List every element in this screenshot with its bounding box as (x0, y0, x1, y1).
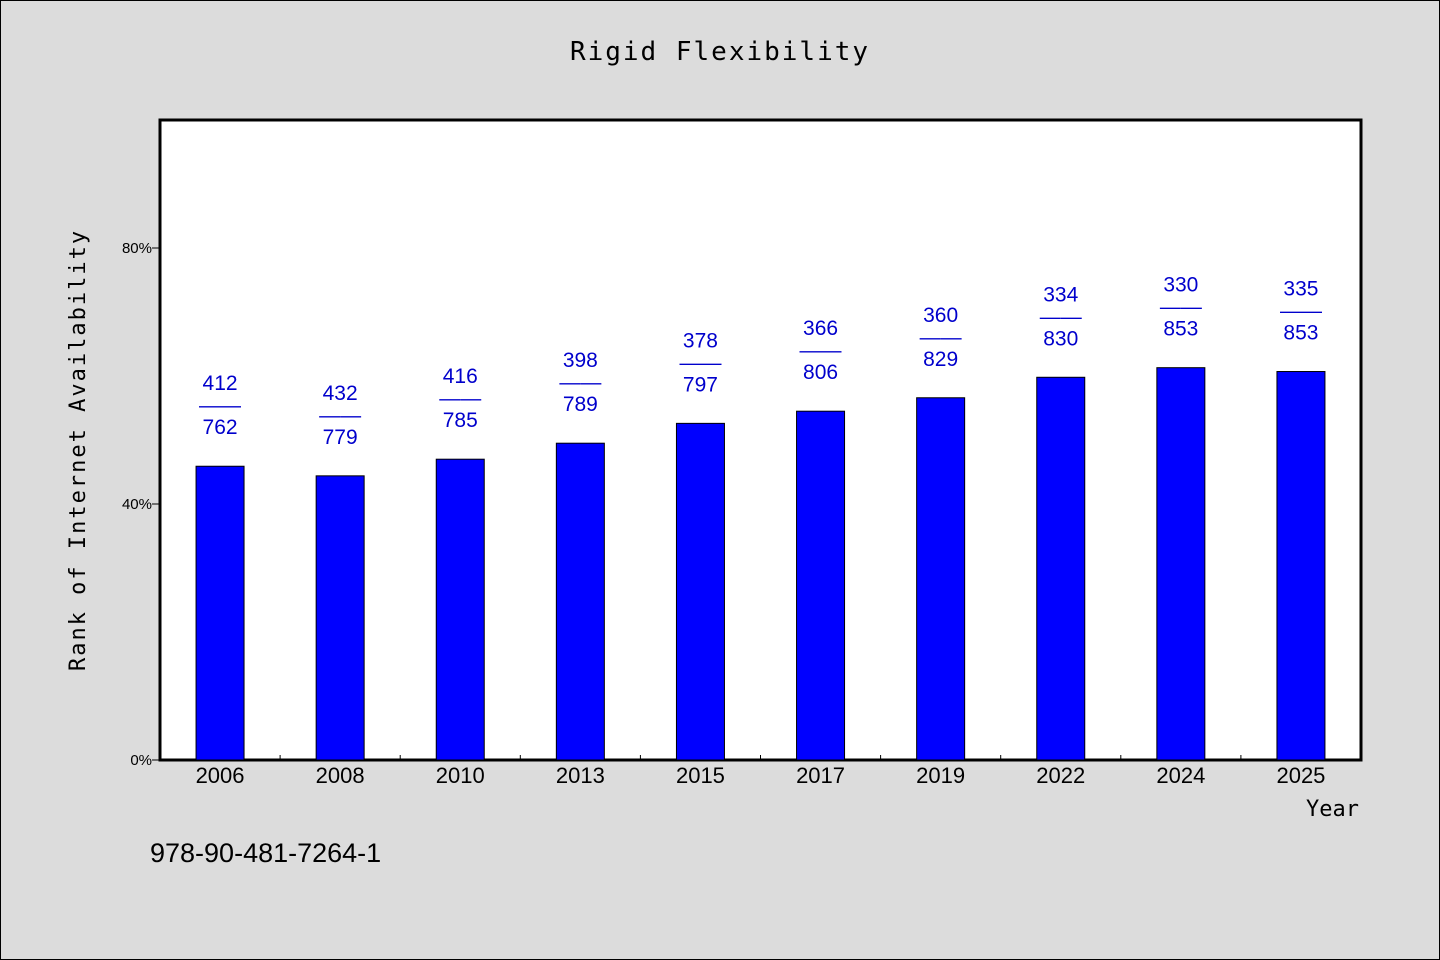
y-axis-label: Rank of Internet Availability (66, 229, 91, 671)
data-label-separator: —— (800, 339, 842, 362)
data-label-top: 416 (443, 365, 478, 388)
bar (195, 465, 245, 761)
bar-series (195, 367, 1326, 761)
data-label-top: 335 (1283, 278, 1318, 301)
y-axis-ticks: 0% 40% 80% (122, 240, 160, 769)
bar (1036, 376, 1086, 761)
data-label-separator: —— (1040, 305, 1082, 328)
bar (435, 458, 485, 761)
x-axis-category-labels: 2006 2008 2010 2013 2015 2017 2019 2022 2024 2025 (196, 763, 1326, 788)
x-tick-label: 2015 (676, 763, 725, 788)
data-label-bottom: 797 (683, 373, 718, 396)
bar (1156, 367, 1206, 761)
data-label-bottom: 853 (1163, 318, 1198, 341)
x-tick-label: 2022 (1036, 763, 1085, 788)
data-label-bottom: 806 (803, 361, 838, 384)
x-tick-label: 2025 (1276, 763, 1325, 788)
data-label-top: 432 (323, 382, 358, 405)
data-labels: 412——762432——779416——785398——789378——797… (199, 274, 1322, 449)
data-label-top: 366 (803, 317, 838, 340)
data-label-separator: —— (319, 404, 361, 427)
chart-title: Rigid Flexibility (570, 37, 870, 67)
x-tick-label: 2019 (916, 763, 965, 788)
data-label-top: 360 (923, 304, 958, 327)
data-label-separator: —— (679, 351, 721, 374)
data-label-top: 398 (563, 349, 598, 372)
data-label-bottom: 853 (1283, 322, 1318, 345)
data-label-top: 412 (203, 372, 238, 395)
data-label-top: 378 (683, 329, 718, 352)
data-label-top: 330 (1163, 274, 1198, 297)
x-tick-label: 2017 (796, 763, 845, 788)
data-label-separator: —— (1280, 300, 1322, 323)
data-label-bottom: 785 (443, 409, 478, 432)
y-tick-label: 80% (122, 240, 152, 257)
y-tick-label: 0% (130, 752, 152, 769)
data-label-separator: —— (199, 394, 241, 417)
data-label-bottom: 779 (323, 426, 358, 449)
bar (916, 397, 966, 761)
data-label-bottom: 762 (203, 416, 238, 439)
data-label-bottom: 789 (563, 393, 598, 416)
x-axis-ticks (279, 755, 1242, 760)
data-label-separator: —— (439, 387, 481, 410)
data-label-separator: —— (559, 371, 601, 394)
data-label-bottom: 829 (923, 348, 958, 371)
data-label-separator: —— (920, 326, 962, 349)
y-tick-label: 40% (122, 496, 152, 513)
data-label-bottom: 830 (1043, 327, 1078, 350)
isbn-label: 978-90-481-7264-1 (150, 838, 381, 868)
bar (675, 422, 725, 761)
x-axis-label: Year (1306, 797, 1359, 822)
bar (796, 410, 846, 761)
bar (1276, 371, 1326, 761)
x-tick-label: 2024 (1156, 763, 1205, 788)
bar (315, 475, 365, 761)
x-tick-label: 2010 (436, 763, 485, 788)
x-tick-label: 2008 (316, 763, 365, 788)
data-label-top: 334 (1043, 283, 1078, 306)
data-label-separator: —— (1160, 296, 1202, 319)
bar (555, 442, 605, 761)
x-tick-label: 2013 (556, 763, 605, 788)
x-tick-label: 2006 (196, 763, 245, 788)
